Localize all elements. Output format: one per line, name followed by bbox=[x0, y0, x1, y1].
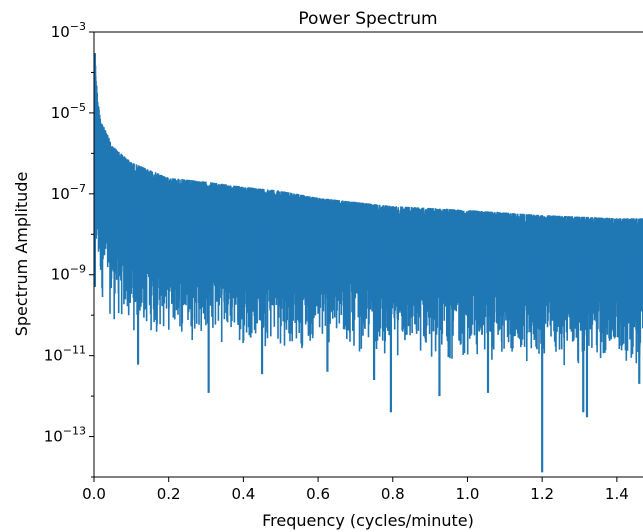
x-tick-label: 0.8 bbox=[381, 485, 405, 503]
spectrum-series bbox=[93, 59, 643, 366]
x-tick-label: 1.4 bbox=[605, 485, 629, 503]
y-tick-label: 10−11 bbox=[44, 344, 86, 365]
x-axis-label: Frequency (cycles/minute) bbox=[262, 511, 474, 530]
axes-layer: 0.0 0.2 0.4 0.6 0.8 1.0 1.2 1.4 10−3 10−5 10−7 10−9… bbox=[44, 20, 643, 503]
y-axis-label: Spectrum Amplitude bbox=[12, 172, 31, 337]
y-tick-label: 10−5 bbox=[51, 101, 86, 122]
y-tick-label: 10−7 bbox=[51, 182, 86, 203]
x-tick-label: 1.0 bbox=[456, 485, 480, 503]
chart-title: Power Spectrum bbox=[298, 9, 437, 29]
x-tick-label: 1.2 bbox=[530, 485, 554, 503]
y-tick-label: 10−13 bbox=[44, 425, 86, 446]
x-tick-label: 0.4 bbox=[231, 485, 255, 503]
x-tick-label: 0.0 bbox=[82, 485, 106, 503]
x-tick-label: 0.6 bbox=[306, 485, 330, 503]
series-layer bbox=[93, 53, 643, 473]
x-tick-label: 0.2 bbox=[157, 485, 181, 503]
y-tick-label: 10−9 bbox=[51, 263, 86, 284]
y-tick-label: 10−3 bbox=[51, 20, 86, 41]
